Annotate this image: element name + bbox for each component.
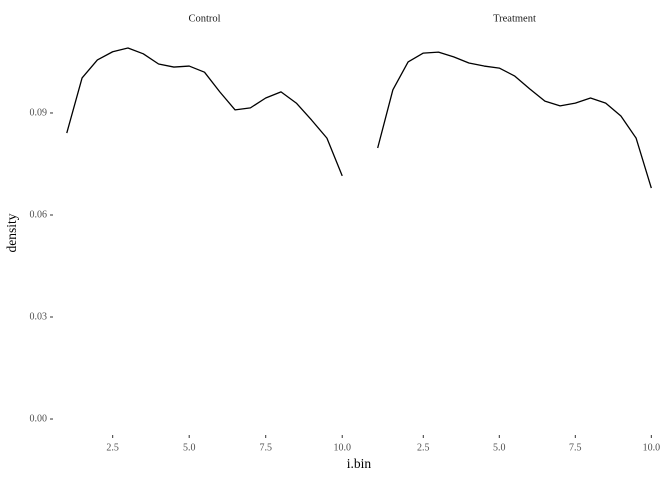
y-tick-label: 0.06 [30, 209, 48, 220]
x-tick-label: 7.5 [259, 442, 272, 453]
y-tick-label: 0.03 [30, 311, 48, 322]
y-axis-title: density [4, 213, 19, 252]
x-tick-label: 10.0 [333, 442, 351, 453]
y-tick-label: 0.00 [30, 413, 48, 424]
x-tick-label: 2.5 [417, 442, 430, 453]
x-tick-label: 5.0 [493, 442, 506, 453]
y-tick-label: 0.09 [30, 107, 48, 118]
x-tick-label: 2.5 [106, 442, 119, 453]
facet-title: Control [188, 13, 220, 24]
density-line [66, 47, 343, 177]
x-tick-label: 7.5 [569, 442, 582, 453]
x-axis-title: i.bin [347, 456, 372, 471]
density-line [377, 51, 652, 189]
facet-title: Treatment [493, 13, 536, 24]
x-tick-label: 10.0 [643, 442, 661, 453]
x-tick-label: 5.0 [183, 442, 196, 453]
